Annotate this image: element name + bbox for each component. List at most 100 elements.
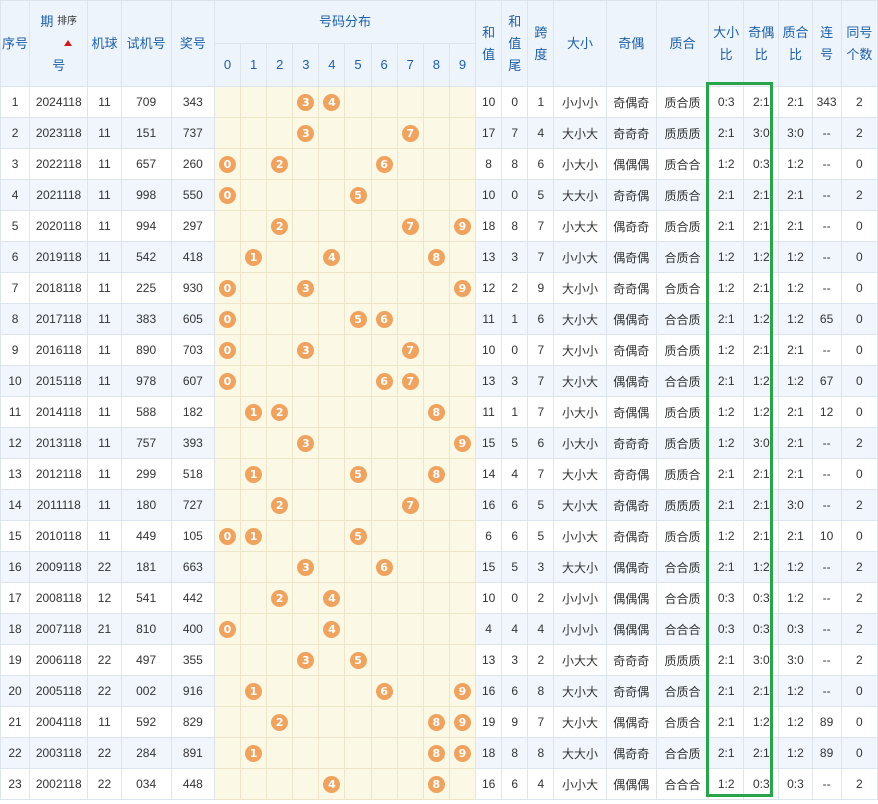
table-row: 16 2009118 22 181 663 3 6 15 5 3 大大小 偶偶奇 合合质 2:1 1:2 1:… (0, 551, 878, 583)
cell-prize: 343 (170, 86, 215, 118)
dist-cell-7 (396, 520, 424, 552)
cell-period: 2020118 (29, 210, 89, 242)
dist-cell-7 (396, 613, 424, 645)
header-digit-2: 2 (266, 43, 294, 87)
cell-size-ratio: 2:1 (708, 737, 745, 769)
dist-cell-7: 7 (396, 117, 424, 149)
cell-sum-tail: 3 (501, 241, 529, 273)
dist-cell-1 (240, 303, 268, 335)
table-row: 19 2006118 22 497 355 3 5 13 3 2 小大大 奇奇奇 质质质 2:1 3:0 3:… (0, 644, 878, 676)
cell-trial: 383 (120, 303, 172, 335)
header-size-ratio: 大小比 (708, 0, 745, 87)
dist-cell-6 (370, 86, 398, 118)
digit-ball: 3 (297, 434, 315, 452)
cell-consecutive: -- (811, 551, 842, 583)
dist-cell-6 (370, 644, 398, 676)
cell-size: 大大小 (553, 551, 607, 583)
cell-prize: 727 (170, 489, 215, 521)
dist-cell-1 (240, 86, 268, 118)
digit-ball: 6 (375, 155, 393, 173)
dist-cell-9 (448, 117, 477, 149)
cell-span: 7 (527, 365, 555, 397)
cell-prime-ratio: 1:2 (778, 706, 813, 738)
cell-size-ratio: 2:1 (708, 458, 745, 490)
cell-parity-ratio: 3:0 (743, 644, 780, 676)
table-row: 1 2024118 11 709 343 3 4 10 0 1 小小小 奇偶奇 质合质 0:3 2:1 2:1… (0, 86, 878, 118)
sort-button[interactable]: 排序 (57, 11, 77, 55)
cell-same-count: 2 (840, 613, 878, 645)
cell-prime: 合质合 (655, 241, 710, 273)
cell-parity-ratio: 0:3 (743, 148, 780, 180)
cell-parity-ratio: 2:1 (743, 334, 780, 366)
dist-cell-6 (370, 489, 398, 521)
dist-cell-6: 6 (370, 303, 398, 335)
cell-seq: 5 (0, 210, 31, 242)
dist-cell-2: 2 (266, 148, 294, 180)
cell-machine: 11 (87, 117, 122, 149)
cell-size: 小小大 (553, 520, 607, 552)
dist-cell-3: 3 (292, 551, 320, 583)
cell-same-count: 0 (840, 241, 878, 273)
cell-consecutive: -- (811, 613, 842, 645)
cell-size: 大大小 (553, 737, 607, 769)
cell-same-count: 0 (840, 365, 878, 397)
cell-same-count: 2 (840, 117, 878, 149)
cell-prize: 355 (170, 644, 215, 676)
cell-seq: 20 (0, 675, 31, 707)
cell-period: 2017118 (29, 303, 89, 335)
header-sum: 和值 (475, 0, 503, 87)
dist-cell-4 (318, 644, 346, 676)
dist-cell-5 (344, 241, 372, 273)
dist-cell-5 (344, 551, 372, 583)
cell-machine: 22 (87, 551, 122, 583)
cell-same-count: 0 (840, 458, 878, 490)
digit-ball: 8 (427, 744, 445, 762)
cell-prize: 182 (170, 396, 215, 428)
cell-parity-ratio: 3:0 (743, 117, 780, 149)
cell-parity: 偶偶偶 (605, 582, 657, 614)
cell-size-ratio: 1:2 (708, 520, 745, 552)
dist-cell-9 (448, 582, 477, 614)
cell-machine: 11 (87, 148, 122, 180)
digit-ball: 2 (271, 403, 289, 421)
cell-prize: 737 (170, 117, 215, 149)
cell-sum: 10 (475, 86, 503, 118)
cell-seq: 11 (0, 396, 31, 428)
digit-ball: 3 (297, 651, 315, 669)
cell-prime-ratio: 2:1 (778, 427, 813, 459)
dist-cell-0: 0 (213, 179, 242, 211)
cell-parity: 奇奇奇 (605, 117, 657, 149)
dist-cell-2 (266, 86, 294, 118)
cell-period: 2018118 (29, 272, 89, 304)
cell-period: 2023118 (29, 117, 89, 149)
dist-cell-4 (318, 520, 346, 552)
cell-trial: 225 (120, 272, 172, 304)
cell-same-count: 0 (840, 148, 878, 180)
cell-machine: 11 (87, 334, 122, 366)
cell-trial: 034 (120, 768, 172, 800)
digit-ball: 2 (271, 217, 289, 235)
digit-ball: 3 (297, 93, 315, 111)
dist-cell-3: 3 (292, 427, 320, 459)
cell-sum: 14 (475, 458, 503, 490)
dist-cell-9: 9 (448, 272, 477, 304)
dist-cell-3 (292, 241, 320, 273)
cell-sum-tail: 5 (501, 427, 529, 459)
cell-prime: 合合质 (655, 365, 710, 397)
cell-trial: 657 (120, 148, 172, 180)
cell-trial: 994 (120, 210, 172, 242)
cell-trial: 890 (120, 334, 172, 366)
dist-cell-3 (292, 489, 320, 521)
dist-cell-3 (292, 675, 320, 707)
cell-size-ratio: 2:1 (708, 675, 745, 707)
cell-prize: 605 (170, 303, 215, 335)
cell-parity-ratio: 2:1 (743, 272, 780, 304)
dist-cell-2 (266, 427, 294, 459)
dist-cell-6 (370, 458, 398, 490)
cell-consecutive: -- (811, 458, 842, 490)
cell-parity: 奇偶奇 (605, 334, 657, 366)
dist-cell-0 (213, 396, 242, 428)
dist-cell-4 (318, 210, 346, 242)
digit-ball: 3 (297, 341, 315, 359)
